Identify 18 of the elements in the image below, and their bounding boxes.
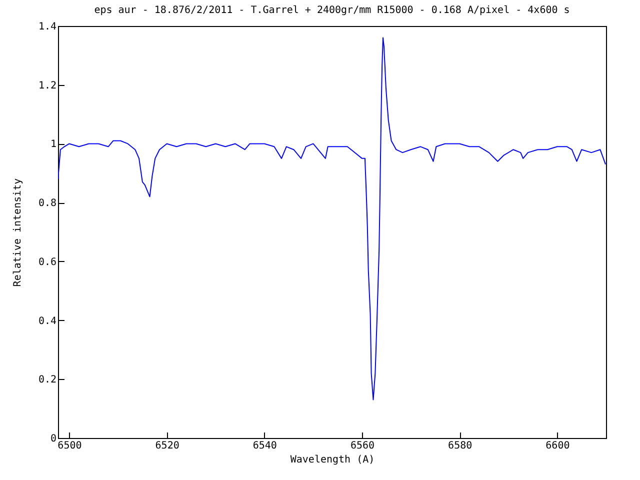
y-tick-label: 0.6 bbox=[38, 256, 56, 268]
x-tick-label: 6560 bbox=[350, 440, 375, 452]
y-tick-label: 0.4 bbox=[38, 316, 56, 327]
y-tick-label: 0.8 bbox=[38, 198, 56, 210]
x-tick-label: 6580 bbox=[448, 440, 472, 452]
x-tick-label: 6520 bbox=[155, 440, 180, 452]
x-tick-label: 6540 bbox=[252, 440, 277, 452]
line-series bbox=[58, 37, 606, 400]
x-tick-label: 6600 bbox=[546, 440, 570, 452]
y-tick-label: 0.2 bbox=[38, 374, 56, 386]
y-tick-label: 1.2 bbox=[38, 80, 56, 92]
y-tick-label: 1.4 bbox=[38, 22, 56, 32]
x-axis-title: Wavelength (A) bbox=[290, 454, 375, 466]
y-axis-title: Relative intensity bbox=[12, 178, 24, 287]
chart-title: eps aur - 18.876/2/2011 - T.Garrel + 2400gr/mm R15000 - 0.168 A/pixel - 4x600 s bbox=[94, 5, 570, 16]
x-tick-label: 6500 bbox=[58, 440, 82, 452]
y-tick-label: 0 bbox=[50, 434, 56, 444]
y-tick-label: 1 bbox=[50, 139, 56, 150]
